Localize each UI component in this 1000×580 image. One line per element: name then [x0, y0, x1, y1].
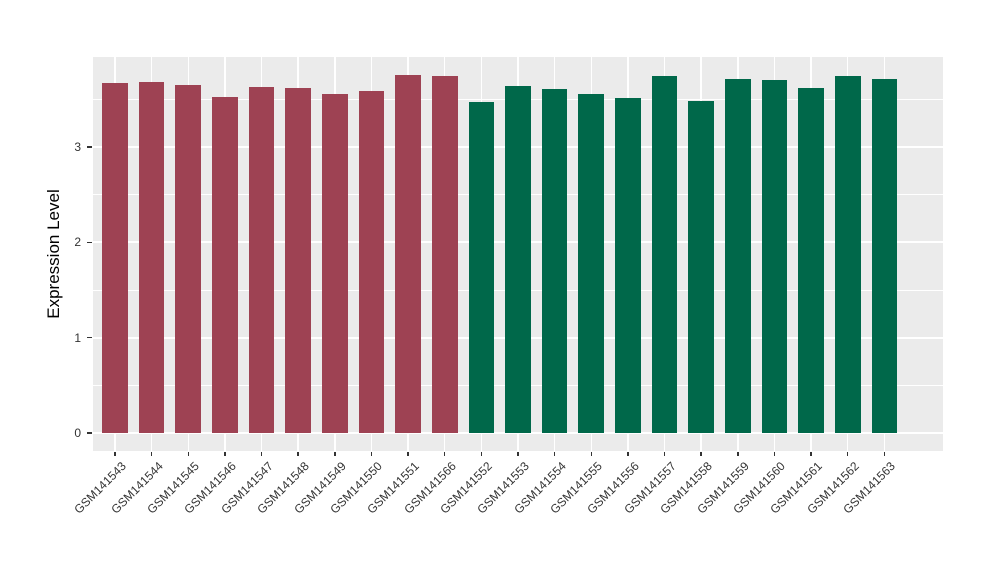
x-tick [150, 452, 153, 456]
bar-GSM141559 [725, 79, 751, 433]
bar-GSM141563 [871, 79, 898, 433]
y-axis-title-text: Expression Level [44, 189, 63, 319]
bar-GSM141550 [358, 90, 385, 433]
bar-GSM141547 [248, 86, 275, 433]
x-tick [443, 452, 446, 456]
x-tick [114, 452, 116, 456]
bar-GSM141555 [578, 93, 605, 433]
y-tick [87, 432, 92, 434]
bar-GSM141553 [505, 85, 531, 433]
bar-GSM141545 [175, 85, 202, 433]
x-tick [810, 452, 812, 456]
bar-GSM141549 [321, 93, 348, 433]
y-tick-label: 0 [74, 426, 81, 440]
bar-GSM141554 [541, 88, 568, 433]
bar-GSM141562 [834, 76, 861, 433]
bar-GSM141560 [761, 80, 788, 433]
x-tick [700, 452, 702, 456]
y-tick [87, 146, 92, 148]
x-tick [187, 452, 189, 456]
y-tick-label: 1 [74, 330, 81, 345]
x-tick [773, 452, 776, 456]
x-tick [517, 452, 519, 456]
y-tick-label: 2 [74, 235, 81, 250]
bar-GSM141558 [688, 101, 714, 433]
bar-GSM141561 [798, 87, 824, 433]
y-tick [87, 241, 92, 244]
x-tick [480, 452, 483, 456]
y-tick [87, 336, 92, 339]
bar-GSM141566 [431, 75, 458, 433]
x-tick [590, 452, 593, 456]
x-tick [627, 452, 629, 456]
x-tick [846, 452, 849, 456]
x-tick [883, 452, 886, 456]
plot-panel [93, 57, 943, 451]
bar-GSM141548 [285, 87, 311, 433]
x-tick [737, 452, 739, 456]
x-tick [663, 452, 666, 456]
x-tick [224, 452, 226, 456]
bar-GSM141557 [651, 75, 678, 433]
bar-GSM141543 [102, 83, 128, 433]
y-tick-label: 3 [74, 140, 81, 154]
x-tick [370, 452, 373, 456]
x-tick [553, 452, 556, 456]
x-tick [407, 452, 409, 456]
bar-GSM141556 [615, 98, 641, 433]
bar-GSM141552 [468, 102, 495, 433]
x-tick [297, 452, 299, 456]
bar-GSM141544 [138, 82, 165, 433]
x-tick [334, 452, 336, 456]
bar-GSM141546 [212, 97, 238, 433]
x-tick [260, 452, 263, 456]
bar-GSM141551 [395, 74, 421, 433]
